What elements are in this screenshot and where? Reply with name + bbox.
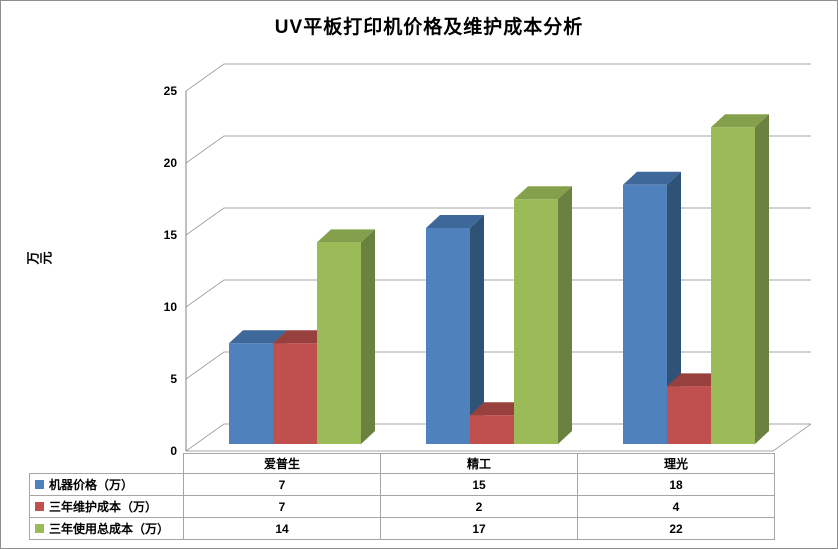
bar-理光-series-1: [623, 171, 681, 445]
table-row-series-2: 三年维护成本（万） 7 2 4: [29, 495, 775, 518]
table-value: 15: [380, 473, 578, 496]
legend-label: 三年使用总成本（万）: [49, 522, 170, 536]
chart-data-table: 爱普生 精工 理光 机器价格（万） 7 15 18 三年维护成本（万） 7: [29, 453, 775, 540]
table-value: 14: [183, 517, 381, 540]
y-tick-label: 10: [164, 300, 178, 314]
legend-item-total-cost: 三年使用总成本（万）: [31, 520, 183, 537]
table-value: 18: [577, 473, 775, 496]
y-tick-label: 25: [164, 84, 178, 98]
y-axis-tick-labels: 0 5 10 15 20 25: [164, 84, 178, 458]
table-corner-cell: [30, 454, 184, 474]
table-row-series-1: 机器价格（万） 7 15 18: [29, 473, 775, 496]
chart-title: UV平板打印机价格及维护成本分析: [274, 17, 584, 38]
chart-floor-edge: [186, 423, 812, 452]
legend-item-maintenance-cost: 三年维护成本（万）: [31, 498, 183, 515]
category-label: 爱普生: [183, 453, 381, 474]
table-row-series-3: 三年使用总成本（万） 14 17 22: [29, 517, 775, 540]
table-value: 2: [380, 495, 578, 518]
table-value: 7: [183, 473, 381, 496]
legend-swatch-green: [35, 524, 44, 533]
bar-爱普生-series-3: [317, 229, 375, 444]
category-label: 精工: [380, 453, 578, 474]
table-value: 22: [577, 517, 775, 540]
legend-label: 三年维护成本（万）: [49, 500, 158, 514]
category-label: 理光: [577, 453, 775, 474]
bars: [229, 114, 769, 445]
table-value: 4: [577, 495, 775, 518]
y-tick-label: 15: [164, 228, 178, 242]
legend-item-machine-price: 机器价格（万）: [31, 476, 183, 493]
legend-swatch-blue: [35, 480, 44, 489]
y-tick-label: 5: [170, 372, 177, 386]
y-tick-label: 20: [164, 156, 178, 170]
bar-理光-series-3: [711, 114, 769, 444]
bar-精工-series-1: [426, 215, 484, 444]
gridlines: [185, 63, 811, 452]
bar-精工-series-3: [514, 186, 572, 444]
table-value: 7: [183, 495, 381, 518]
category-header-row: 爱普生 精工 理光: [30, 453, 775, 474]
legend-swatch-red: [35, 502, 44, 511]
legend-label: 机器价格（万）: [49, 478, 134, 492]
table-value: 17: [380, 517, 578, 540]
y-tick-label: 0: [170, 444, 177, 458]
